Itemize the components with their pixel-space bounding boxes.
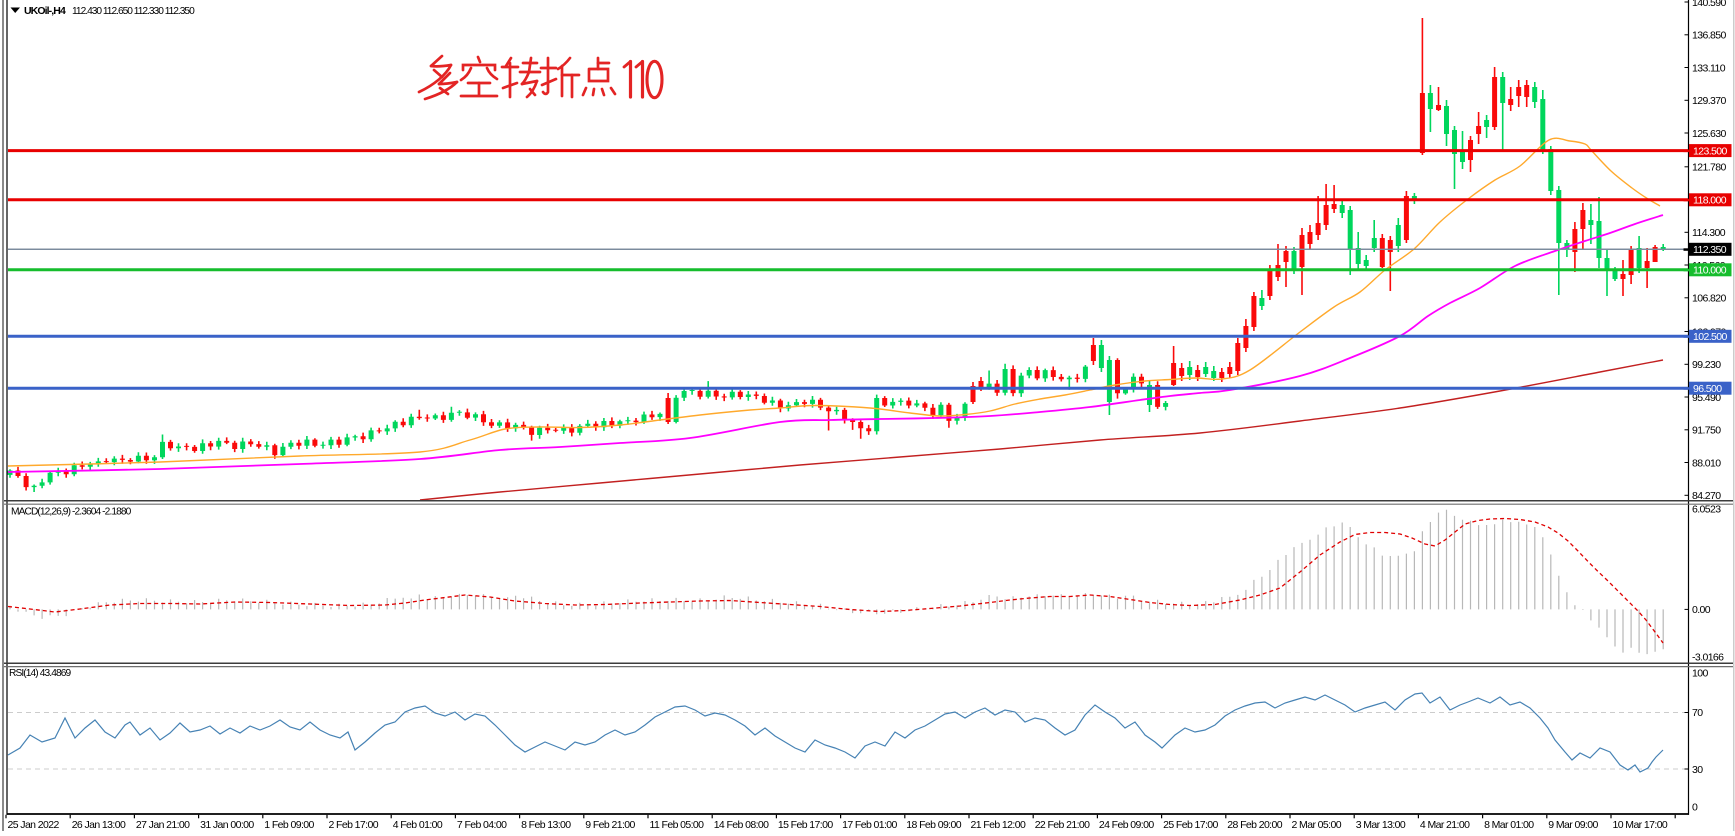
svg-text:100: 100 [1692, 668, 1708, 680]
svg-text:133.110: 133.110 [1692, 62, 1726, 74]
svg-text:118.000: 118.000 [1693, 195, 1727, 207]
svg-text:140.590: 140.590 [1692, 0, 1727, 9]
svg-text:24 Feb 09:00: 24 Feb 09:00 [1099, 819, 1154, 831]
svg-text:18 Feb 09:00: 18 Feb 09:00 [906, 819, 961, 831]
svg-text:2 Mar 05:00: 2 Mar 05:00 [1292, 819, 1342, 831]
svg-text:15 Feb 17:00: 15 Feb 17:00 [778, 819, 833, 831]
svg-text:9 Mar 09:00: 9 Mar 09:00 [1548, 819, 1598, 831]
svg-text:112.350: 112.350 [1693, 244, 1727, 256]
svg-text:31 Jan 00:00: 31 Jan 00:00 [200, 819, 254, 831]
svg-text:25 Feb 17:00: 25 Feb 17:00 [1163, 819, 1218, 831]
svg-text:112.430 112.650 112.330 112.35: 112.430 112.650 112.330 112.350 [72, 6, 195, 17]
svg-text:0.00: 0.00 [1692, 604, 1711, 616]
svg-text:26 Jan 13:00: 26 Jan 13:00 [72, 819, 126, 831]
svg-text:11 Feb 05:00: 11 Feb 05:00 [650, 819, 705, 831]
svg-text:125.630: 125.630 [1692, 128, 1727, 140]
svg-text:8 Mar 01:00: 8 Mar 01:00 [1484, 819, 1534, 831]
svg-text:UKOil-,H4: UKOil-,H4 [24, 5, 66, 17]
svg-text:14 Feb 08:00: 14 Feb 08:00 [714, 819, 769, 831]
svg-text:4 Feb 01:00: 4 Feb 01:00 [393, 819, 443, 831]
svg-text:88.010: 88.010 [1692, 457, 1721, 469]
svg-text:27 Jan 21:00: 27 Jan 21:00 [136, 819, 190, 831]
svg-text:2 Feb 17:00: 2 Feb 17:00 [329, 819, 379, 831]
svg-text:-3.0166: -3.0166 [1692, 652, 1724, 664]
svg-text:84.270: 84.270 [1692, 490, 1721, 502]
svg-text:129.370: 129.370 [1692, 95, 1727, 107]
svg-text:21 Feb 12:00: 21 Feb 12:00 [971, 819, 1026, 831]
svg-text:0: 0 [1692, 802, 1698, 814]
svg-text:25 Jan 2022: 25 Jan 2022 [8, 819, 60, 831]
svg-text:8 Feb 13:00: 8 Feb 13:00 [521, 819, 571, 831]
svg-text:106.820: 106.820 [1692, 293, 1727, 305]
svg-text:28 Feb 20:00: 28 Feb 20:00 [1227, 819, 1282, 831]
svg-text:123.500: 123.500 [1693, 146, 1728, 158]
svg-text:95.490: 95.490 [1692, 392, 1721, 404]
svg-text:136.850: 136.850 [1692, 30, 1727, 42]
svg-text:99.230: 99.230 [1692, 359, 1721, 371]
svg-text:91.750: 91.750 [1692, 425, 1721, 437]
svg-text:102.500: 102.500 [1693, 331, 1728, 343]
svg-text:114.300: 114.300 [1692, 227, 1726, 239]
svg-text:6.0523: 6.0523 [1692, 504, 1721, 516]
svg-text:4 Mar 21:00: 4 Mar 21:00 [1420, 819, 1470, 831]
svg-text:RSI(14) 43.4869: RSI(14) 43.4869 [9, 668, 71, 679]
svg-text:MACD(12,26,9) -2.3604 -2.1880: MACD(12,26,9) -2.3604 -2.1880 [11, 507, 132, 518]
svg-text:110.000: 110.000 [1693, 265, 1727, 277]
svg-text:121.780: 121.780 [1692, 162, 1727, 174]
svg-text:30: 30 [1692, 764, 1703, 776]
svg-text:96.500: 96.500 [1693, 383, 1722, 395]
svg-text:22 Feb 21:00: 22 Feb 21:00 [1035, 819, 1090, 831]
svg-text:9 Feb 21:00: 9 Feb 21:00 [585, 819, 635, 831]
svg-text:7 Feb 04:00: 7 Feb 04:00 [457, 819, 507, 831]
svg-text:1 Feb 09:00: 1 Feb 09:00 [264, 819, 314, 831]
svg-text:10 Mar 17:00: 10 Mar 17:00 [1613, 819, 1668, 831]
svg-text:17 Feb 01:00: 17 Feb 01:00 [842, 819, 897, 831]
svg-text:3 Mar 13:00: 3 Mar 13:00 [1356, 819, 1406, 831]
svg-text:70: 70 [1692, 707, 1703, 719]
